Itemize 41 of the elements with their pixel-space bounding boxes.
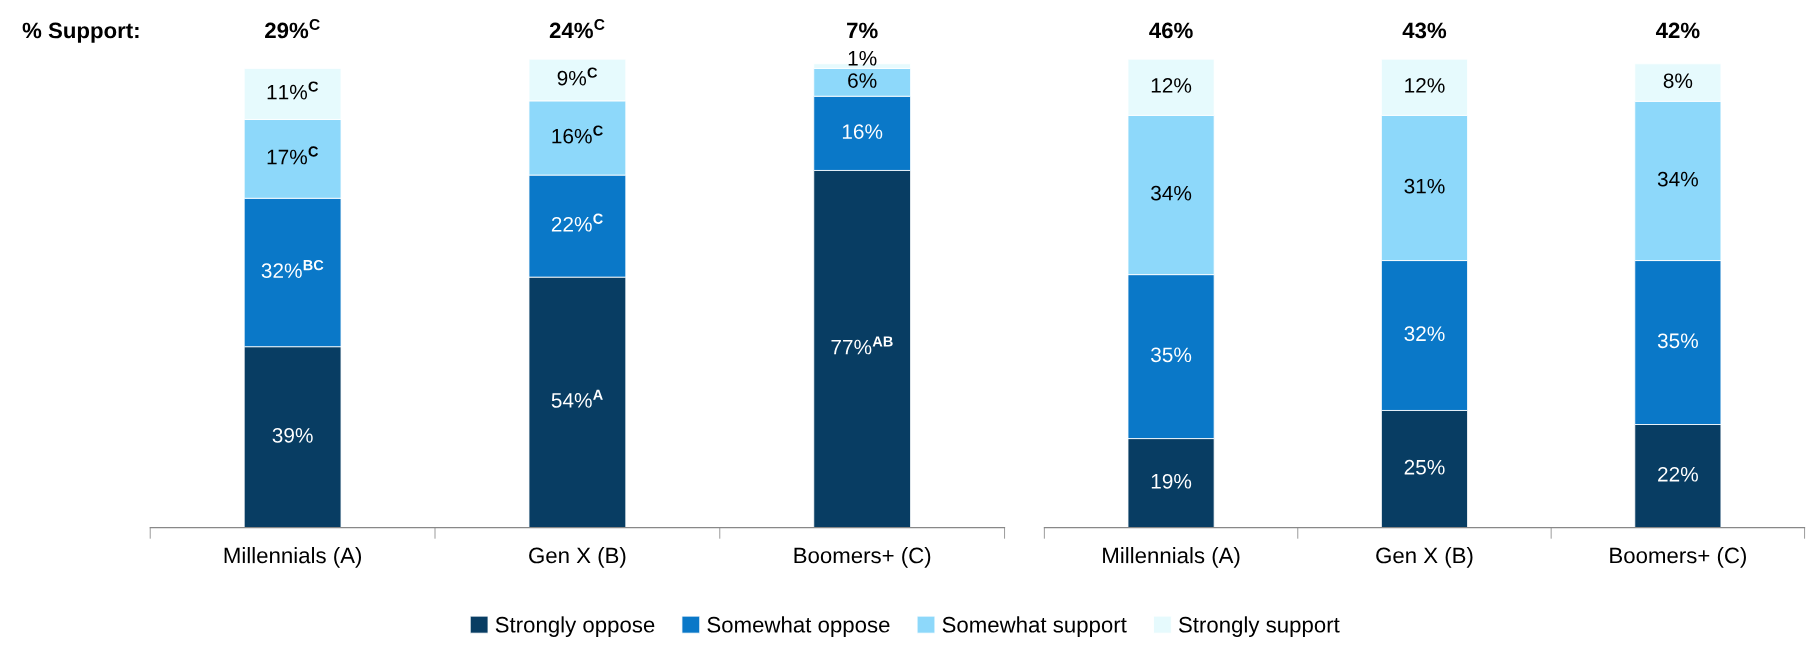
text: % Support: bbox=[22, 22, 139, 43]
text: 43% bbox=[1402, 22, 1447, 39]
x-tick-label: Boomers+ (C) bbox=[1610, 547, 1746, 568]
text: 42% bbox=[1655, 22, 1700, 39]
text: 46% bbox=[1149, 22, 1193, 39]
x-tick-label: Gen X (B) bbox=[1376, 547, 1473, 568]
x-tick-label: Gen X (B) bbox=[529, 547, 626, 568]
data-label: 54%$^{A}$ bbox=[551, 389, 603, 408]
data-label: 22%$^{C}$ bbox=[551, 213, 603, 232]
data-label: 16% bbox=[842, 124, 883, 139]
legend-label: Strongly oppose bbox=[495, 616, 655, 637]
text: 24%$^{C}$ bbox=[549, 19, 605, 39]
x-tick-label: Millennials (A) bbox=[1103, 547, 1240, 568]
data-label: 17%$^{C}$ bbox=[267, 146, 319, 165]
legend-label: Strongly support bbox=[1178, 616, 1340, 637]
data-label: 77%$^{AB}$ bbox=[831, 336, 893, 355]
data-label: 12% bbox=[1151, 78, 1192, 93]
x-tick-label: Boomers+ (C) bbox=[794, 547, 931, 568]
data-label: 39% bbox=[272, 427, 313, 443]
text: 29%$^{C}$ bbox=[265, 19, 320, 39]
text: 7% bbox=[847, 22, 878, 39]
x-tick-label: Millennials (A) bbox=[224, 547, 362, 568]
data-label: 6% bbox=[848, 73, 877, 88]
data-label: 32% bbox=[1404, 326, 1445, 342]
data-label: 19% bbox=[1151, 473, 1192, 489]
legend-label: Somewhat oppose bbox=[707, 616, 890, 637]
data-label: 25% bbox=[1404, 459, 1445, 475]
data-label: 31% bbox=[1404, 178, 1445, 194]
data-label: 34% bbox=[1657, 171, 1698, 187]
data-label: 8% bbox=[1663, 73, 1693, 89]
data-label: 11%$^{C}$ bbox=[267, 81, 319, 100]
legend-label: Somewhat support bbox=[942, 616, 1127, 637]
data-label: 12% bbox=[1405, 78, 1445, 93]
data-label: 32%$^{BC}$ bbox=[261, 259, 324, 279]
data-label: 22% bbox=[1658, 466, 1698, 482]
data-label: 34% bbox=[1151, 185, 1192, 201]
data-label: 35% bbox=[1151, 347, 1192, 363]
data-label: 16%$^{C}$ bbox=[552, 125, 603, 144]
data-label: 9%$^{C}$ bbox=[557, 67, 598, 86]
data-label: 1% bbox=[848, 50, 877, 66]
data-label: 35% bbox=[1657, 333, 1698, 349]
